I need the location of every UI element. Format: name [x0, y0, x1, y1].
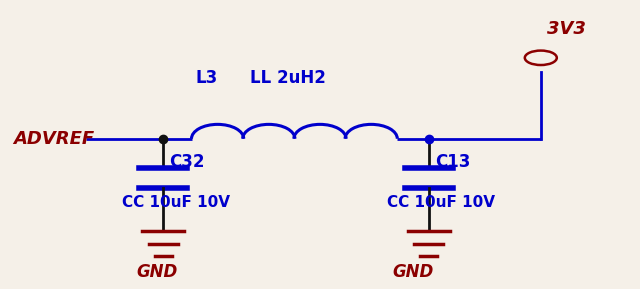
Circle shape	[525, 51, 557, 65]
Text: ADVREF: ADVREF	[13, 130, 94, 148]
Text: GND: GND	[392, 263, 433, 281]
Text: GND: GND	[136, 263, 177, 281]
Text: CC 10uF 10V: CC 10uF 10V	[387, 195, 495, 210]
Text: LL 2uH2: LL 2uH2	[250, 69, 326, 87]
Text: 3V3: 3V3	[547, 20, 586, 38]
Text: CC 10uF 10V: CC 10uF 10V	[122, 195, 230, 210]
Text: C13: C13	[435, 153, 470, 171]
Text: C32: C32	[170, 153, 205, 171]
Text: L3: L3	[195, 69, 218, 87]
